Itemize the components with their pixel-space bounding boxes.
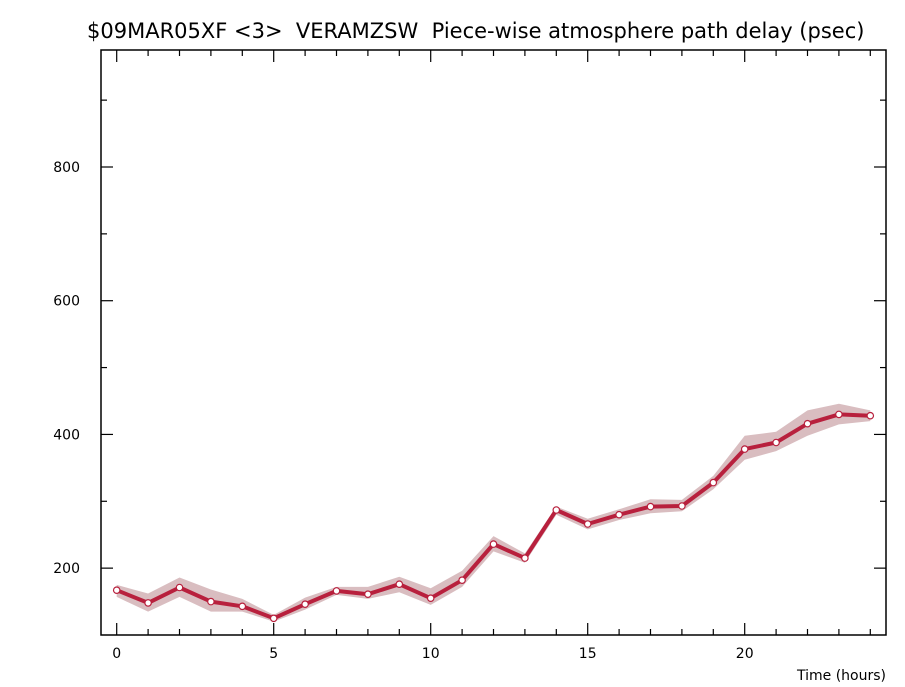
data-point <box>395 580 404 589</box>
data-point <box>583 520 592 528</box>
data-point <box>803 419 812 428</box>
data-point <box>489 540 498 548</box>
data-point <box>301 600 309 609</box>
uncertainty-band-layer <box>116 403 871 622</box>
x-tick-label: 15 <box>579 646 597 662</box>
axis-tick-label-layer: 0 5 10 15 20 200 400 600 800 <box>53 160 753 662</box>
data-point <box>709 478 718 487</box>
data-point <box>552 506 561 514</box>
data-point <box>207 597 215 606</box>
x-tick-label: 20 <box>736 646 754 662</box>
data-point <box>238 602 247 611</box>
axis-tick-layer <box>101 50 886 635</box>
x-tick-label: 5 <box>269 646 278 662</box>
data-point <box>678 502 686 510</box>
data-point <box>175 583 184 592</box>
series-line <box>114 412 873 621</box>
data-point-layer <box>112 410 875 623</box>
series-line-layer <box>114 412 873 621</box>
x-tick-label: 0 <box>112 646 121 662</box>
data-point <box>112 586 121 595</box>
data-point <box>740 445 749 453</box>
y-tick-label: 600 <box>53 294 80 310</box>
y-tick-label: 200 <box>53 561 80 577</box>
data-point <box>269 614 278 623</box>
x-tick-label: 10 <box>422 646 440 662</box>
data-point <box>772 438 780 447</box>
chart-title: $09MAR05XF <3> VERAMZSW Piece-wise atmos… <box>87 19 864 43</box>
data-point <box>144 599 152 607</box>
data-point <box>521 554 529 562</box>
data-point <box>364 590 372 599</box>
data-point <box>615 510 623 519</box>
y-tick-label: 400 <box>53 427 80 443</box>
data-point <box>426 594 435 603</box>
y-tick-label: 800 <box>53 160 80 176</box>
uncertainty-band <box>116 403 871 622</box>
data-point <box>866 411 875 420</box>
data-point <box>458 576 466 585</box>
x-axis-label: Time (hours) <box>796 668 886 684</box>
data-point <box>332 587 341 595</box>
data-point <box>835 410 843 419</box>
data-point <box>646 502 655 511</box>
